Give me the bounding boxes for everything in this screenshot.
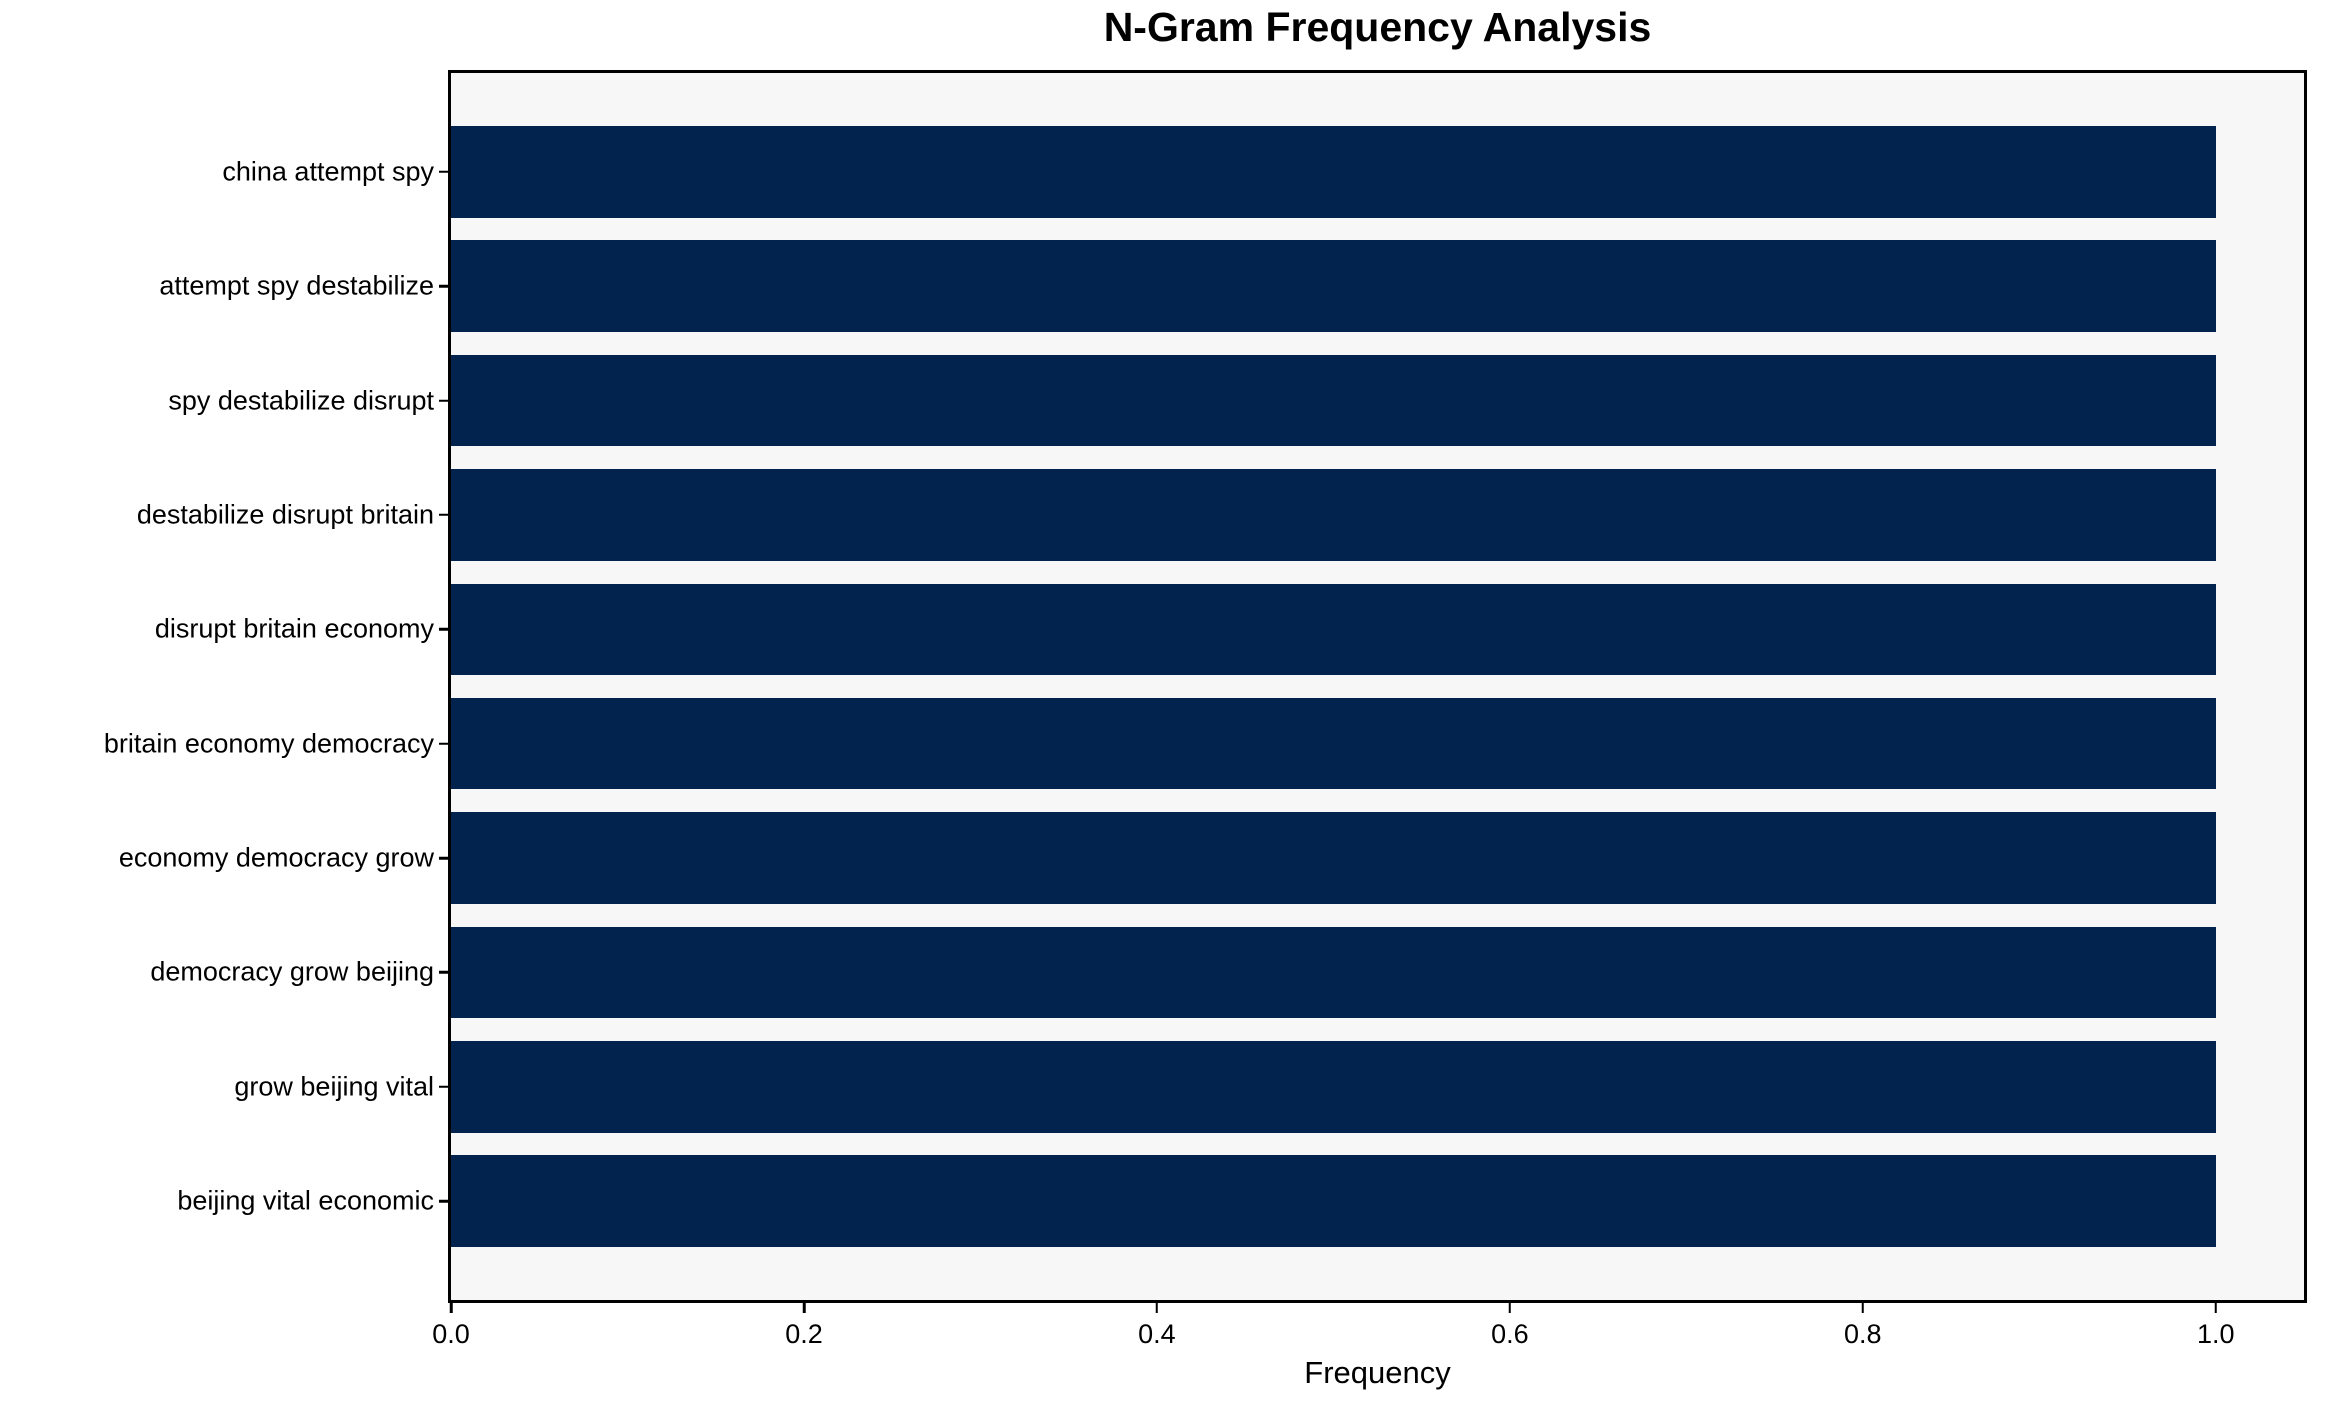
bar <box>451 926 2216 1019</box>
y-tick-mark <box>439 1199 448 1203</box>
y-tick-label: economy democracy grow <box>118 842 434 873</box>
x-tick-label: 1.0 <box>2197 1319 2235 1349</box>
bar <box>451 1041 2216 1133</box>
x-tick-label: 0.4 <box>1138 1319 1176 1349</box>
x-tick-label: 0.8 <box>1844 1319 1882 1349</box>
y-tick-mark <box>439 971 448 974</box>
y-tick-label: democracy grow beijing <box>150 956 434 987</box>
x-tick-label: 0.6 <box>1491 1319 1529 1349</box>
plot-area <box>448 70 2307 1303</box>
x-tick-mark <box>802 1303 806 1313</box>
y-tick-label: disrupt britain economy <box>154 613 434 644</box>
y-tick-mark <box>439 628 448 631</box>
y-tick-mark <box>439 399 448 402</box>
x-tick-mark <box>1861 1303 1865 1313</box>
x-tick-mark <box>1155 1303 1159 1313</box>
chart-title: N-Gram Frequency Analysis <box>1103 4 1652 50</box>
x-axis-label: Frequency <box>1304 1355 1451 1390</box>
bar <box>451 469 2216 561</box>
y-tick-mark <box>439 856 448 860</box>
x-tick-mark <box>449 1303 453 1313</box>
y-tick-label: attempt spy destabilize <box>159 270 434 301</box>
x-tick-mark <box>1508 1303 1512 1313</box>
y-tick-label: grow beijing vital <box>234 1071 434 1102</box>
bar <box>451 697 2216 790</box>
y-tick-label: spy destabilize disrupt <box>168 385 434 415</box>
y-tick-label: beijing vital economic <box>177 1185 434 1216</box>
bar <box>451 126 2216 218</box>
y-tick-mark <box>439 1085 448 1089</box>
bar <box>451 583 2216 675</box>
bar <box>451 812 2216 904</box>
y-tick-label: destabilize disrupt britain <box>136 499 434 530</box>
y-tick-label: britain economy democracy <box>103 728 434 759</box>
y-tick-mark <box>439 284 448 288</box>
bar <box>451 1155 2216 1247</box>
y-tick-label: china attempt spy <box>222 156 434 187</box>
y-tick-mark <box>439 513 448 517</box>
x-tick-label: 0.2 <box>785 1319 823 1349</box>
y-tick-mark <box>439 742 448 745</box>
y-tick-mark <box>439 170 448 174</box>
bar <box>451 354 2216 447</box>
bar <box>451 240 2216 332</box>
x-tick-label: 0.0 <box>432 1319 470 1349</box>
x-tick-mark <box>2214 1303 2218 1313</box>
